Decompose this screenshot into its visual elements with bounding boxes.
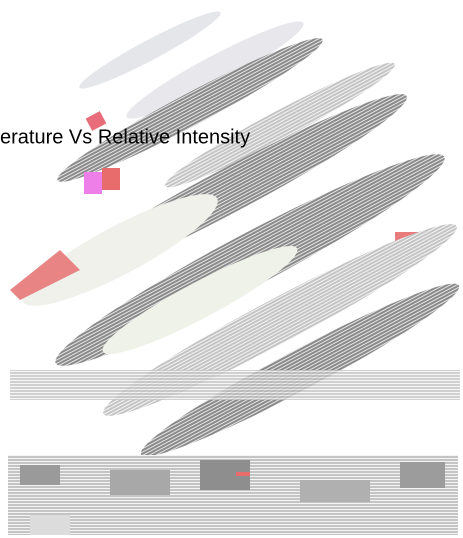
block <box>30 515 70 535</box>
streak <box>22 194 218 306</box>
block <box>110 470 170 495</box>
color-glitch <box>84 172 102 194</box>
block <box>20 465 60 485</box>
block <box>400 462 445 488</box>
streak <box>103 224 457 416</box>
color-glitch <box>102 168 120 190</box>
streak <box>79 11 221 89</box>
glitch-streaks <box>10 11 460 457</box>
color-glitch <box>236 472 250 476</box>
streak <box>57 38 323 182</box>
glitch-footer <box>8 455 458 535</box>
streak <box>165 62 395 188</box>
streak <box>102 245 298 355</box>
streak <box>10 370 460 400</box>
chart-title: erature Vs Relative Intensity <box>0 126 250 148</box>
block <box>300 480 370 502</box>
color-glitch <box>10 250 80 300</box>
streak <box>126 21 304 119</box>
color-glitch <box>85 111 107 131</box>
